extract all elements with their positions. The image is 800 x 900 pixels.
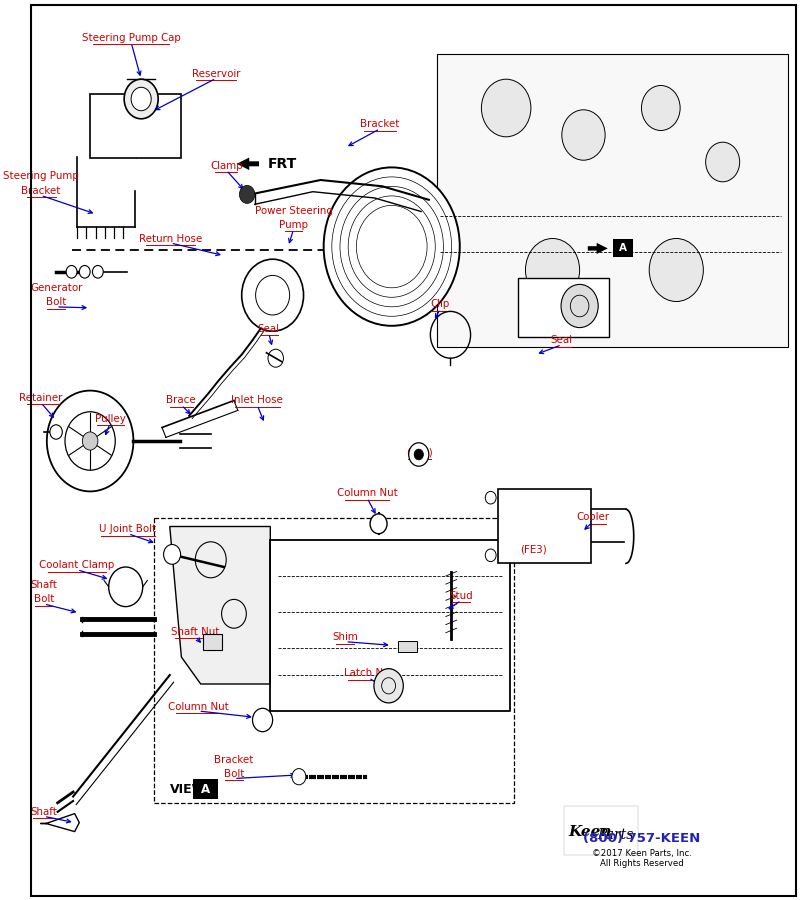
Text: Retainer: Retainer bbox=[19, 392, 62, 403]
Circle shape bbox=[82, 432, 98, 450]
Text: Bracket: Bracket bbox=[21, 185, 60, 196]
Text: Bracket: Bracket bbox=[361, 119, 400, 130]
Text: Power Steering: Power Steering bbox=[254, 205, 333, 216]
Bar bbox=[398, 641, 418, 652]
Text: Shaft: Shaft bbox=[30, 806, 57, 817]
Text: Coolant Clamp: Coolant Clamp bbox=[39, 560, 114, 571]
Circle shape bbox=[93, 266, 103, 278]
Circle shape bbox=[242, 259, 303, 331]
Circle shape bbox=[562, 110, 605, 160]
Circle shape bbox=[292, 769, 306, 785]
Text: Seal: Seal bbox=[551, 335, 573, 346]
Text: Steering Pump Cap: Steering Pump Cap bbox=[82, 32, 181, 43]
Text: Bolt: Bolt bbox=[34, 594, 54, 605]
Text: Inlet Hose: Inlet Hose bbox=[231, 395, 283, 406]
Circle shape bbox=[414, 449, 423, 460]
Text: Brace: Brace bbox=[166, 395, 196, 406]
Text: Reservoir: Reservoir bbox=[192, 68, 241, 79]
Text: Bolt: Bolt bbox=[224, 769, 244, 779]
Circle shape bbox=[482, 79, 531, 137]
Text: Shaft Nut: Shaft Nut bbox=[171, 626, 219, 637]
Text: U Joint Bolt: U Joint Bolt bbox=[99, 524, 157, 535]
Text: Clamp: Clamp bbox=[210, 160, 242, 171]
Circle shape bbox=[526, 238, 580, 302]
Text: Keen: Keen bbox=[568, 825, 611, 840]
Circle shape bbox=[324, 167, 460, 326]
Text: ©2017 Keen Parts, Inc.
All Rights Reserved: ©2017 Keen Parts, Inc. All Rights Reserv… bbox=[591, 849, 691, 868]
Text: A: A bbox=[619, 243, 627, 254]
Text: (FE3): (FE3) bbox=[520, 544, 546, 554]
Text: VIEW: VIEW bbox=[170, 783, 206, 796]
Text: Bracket: Bracket bbox=[214, 754, 254, 765]
Text: Steering Pump: Steering Pump bbox=[2, 171, 78, 182]
Bar bbox=[203, 634, 222, 650]
Text: Parts: Parts bbox=[598, 828, 634, 842]
Bar bbox=[437, 54, 789, 346]
Text: Cooler: Cooler bbox=[576, 512, 610, 523]
Text: (800) 757-KEEN: (800) 757-KEEN bbox=[583, 832, 700, 845]
Circle shape bbox=[79, 266, 90, 278]
Circle shape bbox=[486, 491, 496, 504]
Text: Return Hose: Return Hose bbox=[139, 233, 202, 244]
Text: Generator: Generator bbox=[30, 283, 82, 293]
Circle shape bbox=[124, 79, 158, 119]
Circle shape bbox=[409, 443, 429, 466]
Circle shape bbox=[239, 185, 255, 203]
Text: Column Nut: Column Nut bbox=[337, 488, 398, 499]
Text: Column Nut: Column Nut bbox=[168, 701, 229, 712]
Text: (FE1): (FE1) bbox=[406, 447, 433, 458]
Circle shape bbox=[706, 142, 740, 182]
Text: Seal: Seal bbox=[258, 323, 280, 334]
Bar bbox=[90, 94, 182, 158]
Circle shape bbox=[642, 86, 680, 130]
Text: Shaft: Shaft bbox=[30, 580, 57, 590]
Text: Latch Nut: Latch Nut bbox=[344, 668, 394, 679]
Text: Shim: Shim bbox=[332, 632, 358, 643]
Circle shape bbox=[486, 549, 496, 562]
Circle shape bbox=[47, 391, 134, 491]
Bar bbox=[613, 239, 633, 257]
Circle shape bbox=[131, 87, 151, 111]
Text: Stud: Stud bbox=[450, 590, 473, 601]
Circle shape bbox=[561, 284, 598, 328]
Circle shape bbox=[370, 514, 387, 534]
Circle shape bbox=[50, 425, 62, 439]
Bar bbox=[498, 489, 591, 562]
Bar bbox=[193, 779, 218, 799]
Text: Pump: Pump bbox=[279, 220, 308, 230]
Circle shape bbox=[374, 669, 403, 703]
Text: Bolt: Bolt bbox=[46, 297, 66, 308]
Text: A: A bbox=[201, 783, 210, 796]
Circle shape bbox=[650, 238, 703, 302]
Polygon shape bbox=[170, 526, 270, 684]
Circle shape bbox=[163, 544, 181, 564]
Text: Clip: Clip bbox=[430, 299, 450, 310]
Circle shape bbox=[66, 266, 77, 278]
Text: Pulley: Pulley bbox=[94, 413, 126, 424]
Bar bbox=[564, 806, 638, 855]
Bar bbox=[518, 278, 609, 337]
Circle shape bbox=[253, 708, 273, 732]
Text: FRT: FRT bbox=[268, 157, 298, 171]
